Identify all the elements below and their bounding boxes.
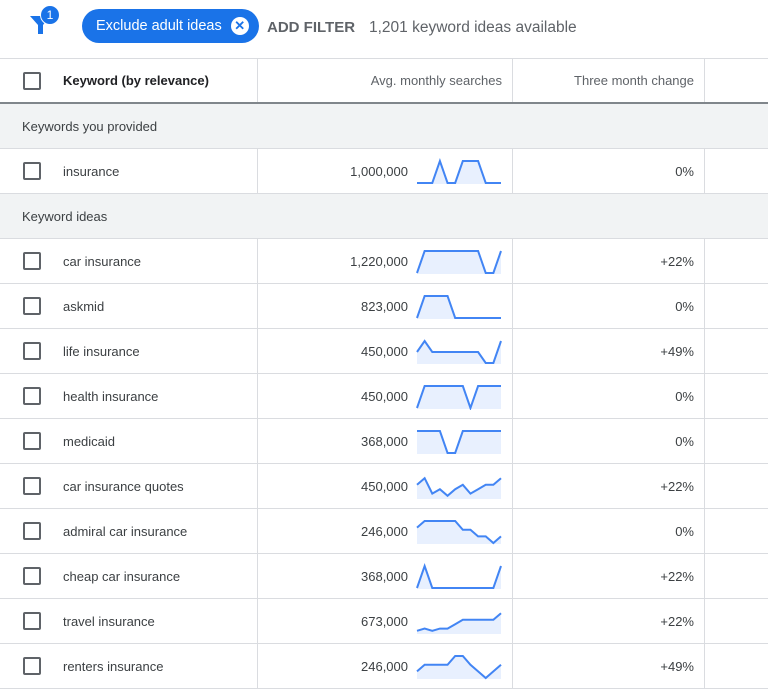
- three-month-change: 0%: [675, 163, 694, 179]
- table-row: medicaid 368,000 0%: [0, 419, 768, 464]
- row-checkbox[interactable]: [23, 477, 41, 495]
- trend-area: [417, 521, 501, 544]
- trend-line: [416, 612, 502, 632]
- keyword-text: travel insurance: [63, 613, 155, 629]
- three-month-change: +22%: [660, 613, 694, 629]
- three-month-change: 0%: [675, 298, 694, 314]
- trend-sparkline: [417, 157, 501, 184]
- trend-area: [417, 296, 501, 319]
- keyword-text: car insurance quotes: [63, 478, 184, 494]
- avg-searches: 1,000,000: [350, 163, 408, 179]
- trend-sparkline: [416, 612, 502, 634]
- keyword-text: life insurance: [63, 343, 140, 359]
- section-provided: Keywords you provided: [0, 104, 768, 149]
- avg-searches: 450,000: [361, 343, 408, 359]
- avg-searches: 450,000: [361, 388, 408, 404]
- trend-area: [417, 478, 501, 499]
- trend-line: [416, 339, 502, 364]
- three-month-change: +49%: [660, 658, 694, 674]
- trend-area: [417, 386, 501, 409]
- row-checkbox[interactable]: [23, 567, 41, 585]
- trend-sparkline: [416, 250, 502, 274]
- row-checkbox[interactable]: [23, 387, 41, 405]
- keyword-text: medicaid: [63, 433, 116, 449]
- trend-sparkline: [416, 562, 502, 589]
- row-checkbox[interactable]: [23, 252, 41, 270]
- trend-sparkline: [416, 339, 502, 364]
- ideas-count: 1,201 keyword ideas available: [369, 19, 577, 36]
- trend-sparkline: [417, 430, 501, 454]
- three-month-change: 0%: [675, 388, 694, 404]
- table-row: askmid 823,000 0%: [0, 284, 768, 329]
- trend-area: [417, 251, 501, 274]
- table-row: life insurance 450,000 +49%: [0, 329, 768, 374]
- trend-line: [416, 476, 502, 498]
- three-month-change: 0%: [675, 523, 694, 539]
- trend-sparkline: [416, 295, 501, 319]
- section-ideas: Keyword ideas: [0, 194, 768, 239]
- avg-searches: 246,000: [361, 523, 408, 539]
- table-row: car insurance quotes 450,000 +22%: [0, 464, 768, 509]
- three-month-change: +22%: [660, 253, 694, 269]
- keyword-text: askmid: [63, 298, 105, 314]
- header-change[interactable]: Three month change: [574, 73, 694, 88]
- close-icon[interactable]: ✕: [230, 17, 249, 35]
- avg-searches: 368,000: [361, 568, 408, 584]
- three-month-change: 0%: [675, 433, 694, 449]
- table-row: health insurance 450,000 0%: [0, 374, 768, 419]
- trend-line: [417, 430, 501, 454]
- keyword-text: car insurance: [63, 253, 142, 269]
- trend-line: [416, 562, 502, 589]
- trend-sparkline: [416, 520, 502, 545]
- keyword-text: cheap car insurance: [63, 568, 181, 584]
- trend-line: [417, 157, 501, 184]
- row-checkbox[interactable]: [23, 297, 41, 315]
- three-month-change: +22%: [660, 568, 694, 584]
- avg-searches: 823,000: [361, 298, 408, 314]
- filter-count-badge: 1: [40, 5, 60, 25]
- filter-bar: 1 Exclude adult ideas ✕ ADD FILTER 1,201 …: [0, 0, 768, 59]
- avg-searches: 368,000: [361, 433, 408, 449]
- table-row: cheap car insurance 368,000 +22%: [0, 554, 768, 599]
- table-row: car insurance 1,220,000 +22%: [0, 239, 768, 284]
- header-searches[interactable]: Avg. monthly searches: [370, 73, 502, 88]
- table-row: insurance 1,000,000 0%: [0, 149, 768, 194]
- select-all-checkbox[interactable]: [23, 71, 41, 90]
- keyword-text: renters insurance: [63, 658, 164, 674]
- trend-line: [416, 655, 502, 680]
- trend-area: [417, 613, 501, 634]
- trend-line: [416, 250, 502, 274]
- three-month-change: +22%: [660, 478, 694, 494]
- row-checkbox[interactable]: [23, 522, 41, 540]
- add-filter-button[interactable]: ADD FILTER: [267, 19, 356, 36]
- keyword-text: health insurance: [63, 388, 159, 404]
- trend-sparkline: [416, 476, 502, 499]
- row-checkbox[interactable]: [23, 342, 41, 360]
- avg-searches: 246,000: [361, 658, 408, 674]
- keyword-text: insurance: [63, 163, 120, 179]
- avg-searches: 1,220,000: [350, 253, 408, 269]
- trend-line: [416, 385, 501, 410]
- table-row: renters insurance 246,000 +49%: [0, 644, 768, 689]
- header-keyword[interactable]: Keyword (by relevance): [63, 73, 209, 88]
- trend-sparkline: [416, 655, 502, 680]
- table-header: Keyword (by relevance) Avg. monthly sear…: [0, 59, 768, 104]
- table-row: travel insurance 673,000 +22%: [0, 599, 768, 644]
- table-row: admiral car insurance 246,000 0%: [0, 509, 768, 554]
- row-checkbox[interactable]: [23, 657, 41, 675]
- row-checkbox[interactable]: [23, 612, 41, 630]
- trend-line: [416, 295, 501, 319]
- chip-label: Exclude adult ideas: [96, 18, 222, 34]
- exclude-adult-chip[interactable]: Exclude adult ideas ✕: [82, 9, 259, 43]
- row-checkbox[interactable]: [23, 162, 41, 180]
- avg-searches: 450,000: [361, 478, 408, 494]
- trend-line: [416, 520, 502, 545]
- row-checkbox[interactable]: [23, 432, 41, 450]
- trend-sparkline: [416, 385, 501, 410]
- avg-searches: 673,000: [361, 613, 408, 629]
- three-month-change: +49%: [660, 343, 694, 359]
- keyword-text: admiral car insurance: [63, 523, 188, 539]
